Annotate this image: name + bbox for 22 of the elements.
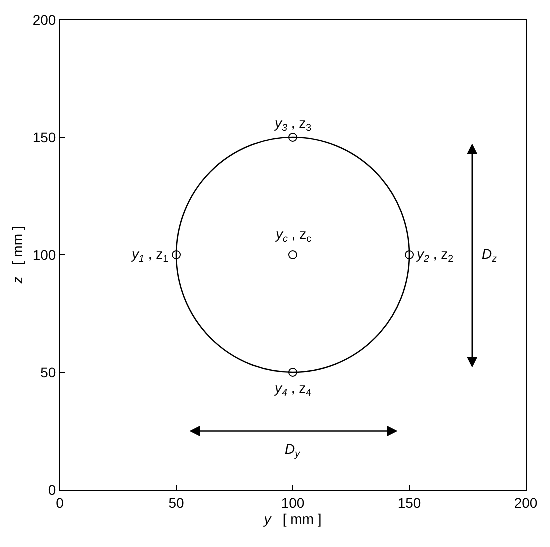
annotation: y$_{c}$ , z$_{c}$ xyxy=(275,226,312,245)
y-tick-label: 200 xyxy=(32,12,56,28)
x-tick-label: 150 xyxy=(398,494,422,511)
point xyxy=(405,250,414,260)
y-tick-label: 100 xyxy=(32,246,56,263)
annotation: y$_{4}$ , z$_{4}$ xyxy=(274,380,312,399)
x-tick-label: 100 xyxy=(281,494,305,511)
y-tick-label: 0 xyxy=(48,482,56,498)
x-tick-label: 50 xyxy=(168,494,184,511)
x-axis-title: y [ mm ] xyxy=(263,511,322,528)
x-tick-label: 200 xyxy=(514,494,538,511)
annotation: y$_{1}$ , z$_{1}$ xyxy=(131,246,169,265)
y-tick-label: 150 xyxy=(32,129,56,146)
y-axis-title: z [ mm ] xyxy=(9,226,26,285)
annotation: y$_{3}$ , z$_{3}$ xyxy=(274,115,312,134)
annotation: y$_{2}$ , z$_{2}$ xyxy=(416,246,454,265)
point xyxy=(288,368,298,377)
annotation: D$_{y}$ xyxy=(285,441,302,460)
annotation: D$_{z}$ xyxy=(482,246,498,265)
point xyxy=(172,250,181,260)
point xyxy=(288,133,298,142)
y-tick-label: 50 xyxy=(40,364,56,380)
